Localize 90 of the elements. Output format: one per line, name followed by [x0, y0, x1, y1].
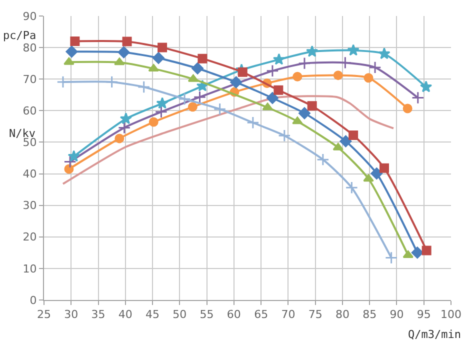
point: [230, 76, 242, 88]
point: [118, 121, 131, 134]
point: [122, 36, 132, 46]
point: [213, 102, 226, 116]
x-tick-label: 85: [362, 308, 377, 322]
x-tick-label: 55: [200, 308, 214, 322]
point: [298, 56, 311, 70]
point: [384, 251, 398, 264]
point: [192, 62, 204, 74]
point: [332, 142, 344, 150]
point: [262, 102, 273, 110]
point: [156, 97, 168, 109]
point: [120, 112, 132, 124]
point: [68, 150, 80, 162]
point: [378, 48, 390, 60]
point: [70, 36, 80, 46]
point: [345, 181, 358, 194]
x-tick-label: 90: [390, 308, 404, 322]
x-tick-label: 60: [226, 308, 241, 322]
point: [148, 117, 158, 127]
y-tick-label: 80: [22, 41, 37, 54]
point: [114, 134, 124, 144]
y-tick-label: 0: [30, 294, 37, 307]
point: [178, 92, 191, 106]
point: [420, 80, 432, 92]
point: [307, 101, 317, 111]
point: [380, 163, 389, 173]
point: [412, 91, 424, 104]
y-tick-label: 40: [22, 168, 37, 181]
y-tick-label: 60: [22, 104, 37, 118]
point: [368, 61, 382, 74]
point: [347, 44, 360, 56]
x-tick-label: 35: [91, 308, 106, 322]
point: [56, 76, 70, 88]
point: [64, 164, 74, 174]
point: [363, 174, 374, 182]
x-tick-label: 45: [146, 308, 160, 322]
y-tick-label: 10: [22, 262, 37, 276]
y-tick-label: 70: [22, 72, 37, 86]
y-tick-label: 50: [22, 136, 37, 150]
point: [348, 130, 358, 140]
point: [333, 70, 343, 80]
point: [158, 42, 168, 52]
point: [152, 52, 164, 64]
point: [266, 64, 279, 78]
point: [298, 107, 310, 120]
y-tick-label: 20: [22, 230, 37, 244]
x-tick-label: 40: [118, 308, 132, 322]
point: [402, 250, 414, 258]
point: [118, 46, 130, 58]
point: [278, 129, 291, 142]
y-tick-label: 30: [22, 199, 37, 212]
point: [370, 168, 383, 180]
x-axis-title: Q/m3/min: [408, 328, 461, 341]
x-tick-label: 100: [440, 308, 462, 322]
point: [306, 45, 318, 57]
point: [66, 46, 78, 58]
x-tick-label: 30: [64, 308, 78, 322]
x-tick-label: 95: [416, 308, 431, 322]
point: [138, 80, 150, 94]
point: [64, 155, 76, 168]
point: [64, 57, 74, 65]
point: [316, 153, 330, 166]
x-tick-label: 70: [281, 308, 296, 322]
y-tick-label: 90: [22, 10, 37, 23]
point: [340, 135, 352, 148]
x-tick-label: 75: [308, 308, 322, 322]
point: [402, 104, 412, 114]
point: [266, 92, 278, 104]
point: [148, 64, 159, 72]
point: [193, 90, 206, 104]
point: [114, 58, 125, 66]
y-axis-title: pc/Pa: [3, 29, 36, 42]
x-tick-label: 65: [254, 308, 268, 322]
point: [422, 246, 432, 256]
point: [411, 246, 424, 259]
x-tick-label: 25: [37, 308, 51, 322]
point: [292, 72, 302, 82]
point: [364, 73, 374, 83]
point: [154, 106, 168, 118]
point: [198, 54, 208, 64]
point: [272, 53, 286, 65]
point: [274, 85, 284, 95]
x-tick-label: 50: [172, 308, 187, 322]
point: [238, 67, 248, 77]
point: [188, 102, 198, 112]
x-tick-label: 80: [335, 308, 350, 322]
point: [246, 116, 260, 130]
point: [105, 76, 118, 88]
point: [292, 116, 303, 124]
